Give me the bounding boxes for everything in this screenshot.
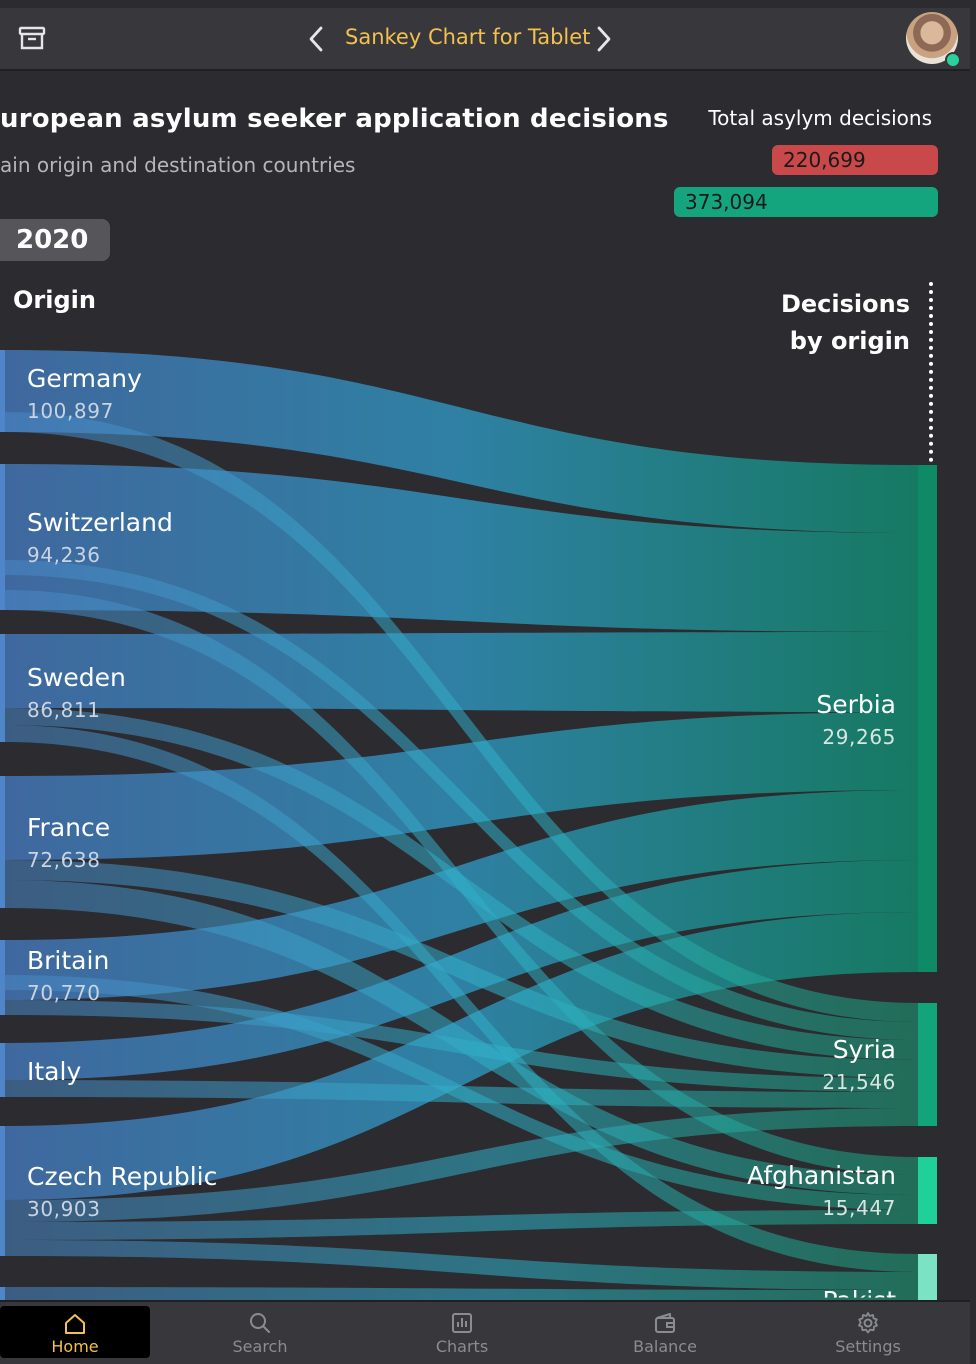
dest-node-bar-syria[interactable] [918, 1003, 937, 1126]
dest-node-bar-pakist[interactable] [918, 1254, 937, 1300]
chart-icon [452, 1313, 472, 1333]
origin-label-britain: Britain [27, 946, 110, 975]
tab-search[interactable]: Search [185, 1302, 335, 1358]
destination-heading-line1: Decisions [780, 290, 910, 318]
origin-label-italy: Italy [27, 1057, 82, 1086]
dest-label-serbia: Serbia [816, 690, 896, 719]
dest-node-bar-afghanistan[interactable] [918, 1157, 937, 1224]
flow-to-serbia-britain [4, 790, 918, 1000]
flow-to-serbia-france [4, 712, 918, 860]
origin-label-switzerland: Switzerland [27, 508, 173, 537]
cross-flow-3 [4, 708, 918, 1060]
cross-flow-10 [4, 1108, 918, 1222]
tab-search-label: Search [232, 1337, 288, 1356]
top-bar: Sankey Chart for Tablet [0, 8, 970, 71]
cross-flow-6 [4, 880, 918, 1195]
tab-settings[interactable]: Settings [793, 1302, 943, 1358]
origin-value-britain: 70,770 [27, 981, 101, 1005]
origin-label-germany: Germany [27, 364, 142, 393]
sankey-chart [0, 350, 937, 1300]
chevron-left-icon [309, 26, 323, 51]
dotted-guide [929, 282, 933, 462]
origin-node-bar[interactable] [0, 1043, 5, 1097]
origin-value-switzerland: 94,236 [27, 543, 101, 567]
dest-label-pakistan: Pakist [822, 1286, 896, 1298]
cross-flow-4 [4, 725, 918, 1272]
flow-to-serbia-germany [4, 350, 918, 533]
bottom-tab-bar: Home Search Charts Balance [0, 1300, 970, 1364]
origin-node-bar[interactable] [0, 464, 5, 610]
dest-value-afghanistan: 15,447 [822, 1196, 896, 1220]
home-icon [65, 1314, 85, 1334]
cross-flow-11 [4, 1210, 918, 1240]
tab-home-label: Home [51, 1337, 99, 1356]
origin-label-france: France [27, 813, 111, 842]
tab-balance[interactable]: Balance [590, 1302, 740, 1358]
origin-node-bar[interactable] [0, 1126, 5, 1256]
cross-flow-9 [4, 1080, 918, 1108]
page-title: Sankey Chart for Tablet [345, 25, 591, 49]
cross-flow-13 [4, 1287, 918, 1300]
cross-flow-1 [4, 560, 918, 1040]
origin-node-bar[interactable] [0, 634, 5, 742]
flow-to-serbia-sweden [4, 632, 918, 712]
tab-charts[interactable]: Charts [387, 1302, 537, 1358]
cross-flow-5 [4, 860, 918, 1078]
origin-label-sweden: Sweden [27, 663, 126, 692]
total-accepted-badge: 373,094 [674, 187, 938, 217]
chevron-right-icon [597, 26, 611, 51]
dest-node-bar-serbia[interactable] [918, 465, 937, 972]
origin-value-czech-republic: 30,903 [27, 1197, 101, 1221]
next-button[interactable] [594, 8, 618, 69]
online-status-dot [945, 52, 961, 68]
chart-title: uropean asylum seeker application decisi… [0, 104, 669, 134]
origin-node-bar[interactable] [0, 350, 5, 432]
nodes-layer [0, 350, 937, 1300]
archive-icon[interactable] [18, 24, 46, 52]
origin-node-bar[interactable] [0, 1287, 5, 1300]
tab-balance-label: Balance [633, 1337, 697, 1356]
chart-subtitle: ain origin and destination countries [0, 153, 356, 177]
origin-label-czech-republic: Czech Republic [27, 1162, 218, 1191]
origin-value-france: 72,638 [27, 848, 101, 872]
prev-button[interactable] [306, 8, 330, 69]
tab-settings-label: Settings [835, 1337, 901, 1356]
total-rejected-badge: 220,699 [772, 145, 938, 175]
cross-flow-0 [4, 412, 918, 1022]
destination-heading: Decisions by origin [781, 286, 910, 360]
flow-to-serbia-switzerland [4, 464, 918, 632]
flows-layer [4, 350, 918, 1300]
cross-flow-12 [4, 1240, 918, 1290]
dest-label-syria: Syria [832, 1035, 896, 1064]
search-icon [250, 1313, 270, 1333]
gear-icon [858, 1312, 878, 1334]
destination-heading-line2: by origin [789, 327, 910, 355]
origin-node-bar[interactable] [0, 776, 5, 908]
origin-value-sweden: 86,811 [27, 698, 101, 722]
tab-charts-label: Charts [435, 1337, 489, 1356]
totals-label: Total asylym decisions [708, 106, 932, 130]
cross-flow-7 [4, 1000, 918, 1092]
dest-value-syria: 21,546 [822, 1070, 896, 1094]
dest-value-serbia: 29,265 [822, 725, 896, 749]
dest-label-afghanistan: Afghanistan [747, 1161, 896, 1190]
wallet-icon [655, 1313, 675, 1333]
origin-heading: Origin [13, 286, 96, 314]
tab-home[interactable]: Home [0, 1306, 150, 1358]
year-selector[interactable]: 2020 [0, 219, 110, 261]
origin-value-germany: 100,897 [27, 399, 114, 423]
origin-node-bar[interactable] [0, 940, 5, 1015]
